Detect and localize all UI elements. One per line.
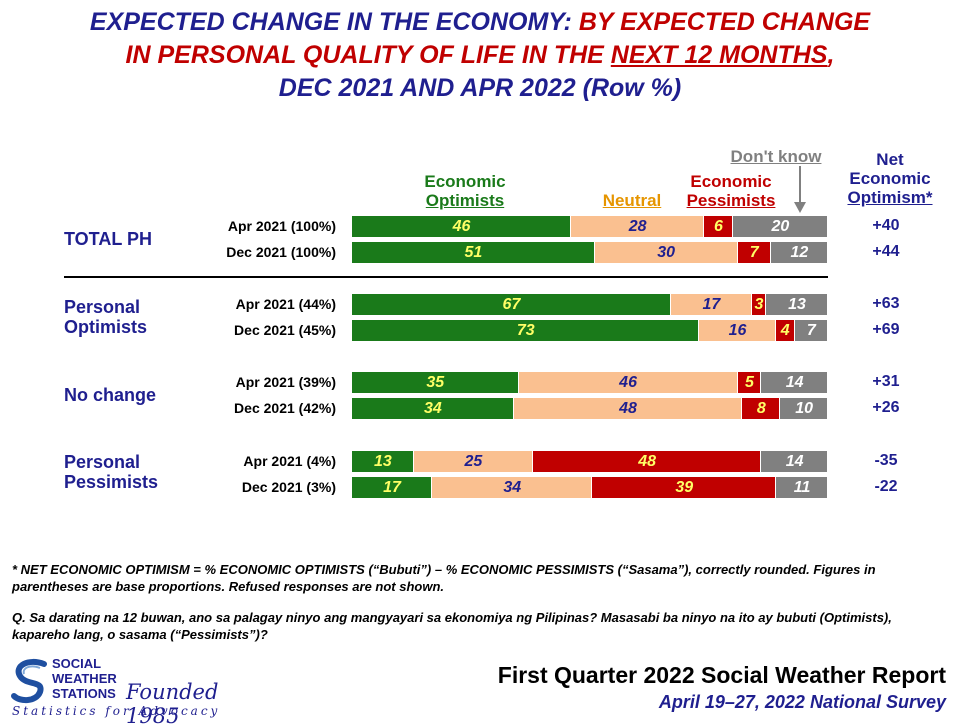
bar-segment-pessimists: 5 xyxy=(737,372,762,393)
row-label: Apr 2021 (44%) xyxy=(235,296,336,312)
bar-segment-dontknow: 14 xyxy=(761,372,828,393)
group-label-line: Pessimists xyxy=(64,472,159,492)
bar-segment-neutral: 46 xyxy=(518,372,738,393)
row-label: Dec 2021 (45%) xyxy=(234,322,336,338)
legend-neutral: Neutral xyxy=(592,191,672,210)
legend-dontknow-label: Don't know xyxy=(730,147,822,166)
bar-segment-optimists: 13 xyxy=(352,451,414,472)
bar-segment-dontknow: 7 xyxy=(794,320,828,341)
survey-dates: April 19–27, 2022 National Survey xyxy=(658,692,946,712)
footnote-net-definition: * NET ECONOMIC OPTIMISM = % ECONOMIC OPT… xyxy=(12,562,876,594)
legend-net-line3: Optimism* xyxy=(847,188,933,207)
group-label-line: No change xyxy=(64,385,157,405)
group-label-line: Optimists xyxy=(64,317,148,337)
logo-tagline: Statistics for Advocacy xyxy=(12,704,221,718)
chart-title: EXPECTED CHANGE IN THE ECONOMY: BY EXPEC… xyxy=(0,6,960,105)
bar-segment-pessimists: 8 xyxy=(742,398,781,419)
bar-segment-optimists: 67 xyxy=(352,294,671,315)
net-optimism-value: +26 xyxy=(872,399,900,416)
legend-pessimists-line2: Pessimists xyxy=(686,191,776,210)
logo-wordmark: SOCIAL WEATHER STATIONS xyxy=(52,656,117,701)
group-label: TOTAL PH xyxy=(64,229,152,249)
bar-segment-dontknow: 20 xyxy=(732,216,828,237)
bar-segment-pessimists: 4 xyxy=(775,320,795,341)
bar-segment-dontknow: 11 xyxy=(776,477,828,498)
logo-line2: WEATHER xyxy=(52,671,117,686)
legend-optimists-line2: Optimists xyxy=(425,191,505,210)
row-label: Apr 2021 (39%) xyxy=(235,374,336,390)
bar-segment-pessimists: 6 xyxy=(704,216,733,237)
net-optimism-value: -22 xyxy=(874,478,898,495)
group-label: Personal Pessimists xyxy=(64,452,158,492)
sws-logo: SOCIAL WEATHER STATIONS Founded 1985 Sta… xyxy=(10,656,260,728)
row-label: Dec 2021 (42%) xyxy=(234,400,336,416)
bar-segment-pessimists: 7 xyxy=(737,242,771,263)
bar-segment-optimists: 46 xyxy=(352,216,571,237)
legend-pessimists: Economic Pessimists xyxy=(672,172,790,210)
bar-segment-optimists: 51 xyxy=(352,242,595,263)
net-optimism-value: +40 xyxy=(872,217,900,234)
bar-segment-neutral: 17 xyxy=(670,294,752,315)
report-title: First Quarter 2022 Social Weather Report xyxy=(497,662,946,688)
title-line2-a: IN PERSONAL QUALITY OF LIFE IN THE xyxy=(125,41,604,69)
bar-segment-dontknow: 14 xyxy=(761,451,828,472)
title-line1-b: BY EXPECTED CHANGE xyxy=(578,8,871,36)
bar-segment-neutral: 34 xyxy=(432,477,593,498)
sws-swirl-icon xyxy=(11,658,47,704)
net-optimism-value: +31 xyxy=(872,373,900,390)
title-line3: DEC 2021 AND APR 2022 (Row %) xyxy=(278,74,682,102)
logo-line3: STATIONS xyxy=(52,686,116,701)
row-label: Dec 2021 (100%) xyxy=(226,244,336,260)
bar-segment-neutral: 30 xyxy=(594,242,738,263)
bar-segment-dontknow: 10 xyxy=(780,398,828,419)
group-label: No change xyxy=(64,385,156,405)
row-label: Dec 2021 (3%) xyxy=(241,479,336,495)
group-label: Personal Optimists xyxy=(64,297,147,337)
legend-neutral-label: Neutral xyxy=(602,191,662,210)
bar-segment-pessimists: 3 xyxy=(751,294,767,315)
legend-net-line2: Economic xyxy=(849,169,931,188)
total-separator-line xyxy=(64,276,828,278)
legend-pessimists-line1: Economic xyxy=(690,172,772,191)
row-label: Apr 2021 (4%) xyxy=(243,453,336,469)
legend-optimists: Economic Optimists xyxy=(400,172,530,210)
group-label-line: TOTAL PH xyxy=(64,229,153,249)
group-label-line: Personal xyxy=(64,452,141,472)
title-line2-c: , xyxy=(827,41,835,69)
legend-dontknow: Don't know xyxy=(714,147,838,166)
dontknow-arrow-icon xyxy=(794,166,806,213)
bar-segment-neutral: 28 xyxy=(570,216,705,237)
net-optimism-value: +44 xyxy=(872,243,900,260)
bar-segment-optimists: 35 xyxy=(352,372,519,393)
bar-segment-dontknow: 12 xyxy=(770,242,828,263)
bar-segment-dontknow: 13 xyxy=(766,294,828,315)
title-line1-a: EXPECTED CHANGE IN THE ECONOMY: xyxy=(89,8,572,36)
legend-optimists-line1: Economic xyxy=(424,172,506,191)
legend-net: Net Economic Optimism* xyxy=(834,150,946,207)
bar-segment-neutral: 48 xyxy=(513,398,743,419)
bar-segment-pessimists: 39 xyxy=(592,477,777,498)
net-optimism-value: +63 xyxy=(872,295,900,312)
legend-net-line1: Net xyxy=(876,150,904,169)
title-line2-b: NEXT 12 MONTHS xyxy=(610,41,828,69)
bar-segment-pessimists: 48 xyxy=(532,451,762,472)
bar-segment-optimists: 17 xyxy=(352,477,433,498)
bar-segment-optimists: 34 xyxy=(352,398,514,419)
net-optimism-value: -35 xyxy=(874,452,898,469)
net-optimism-value: +69 xyxy=(872,321,900,338)
bar-segment-neutral: 16 xyxy=(699,320,776,341)
row-label: Apr 2021 (100%) xyxy=(227,218,336,234)
group-label-line: Personal xyxy=(64,297,141,317)
footnote-question: Q. Sa darating na 12 buwan, ano sa palag… xyxy=(12,610,892,642)
logo-line1: SOCIAL xyxy=(52,656,102,671)
bar-segment-optimists: 73 xyxy=(352,320,700,341)
bar-segment-neutral: 25 xyxy=(413,451,533,472)
